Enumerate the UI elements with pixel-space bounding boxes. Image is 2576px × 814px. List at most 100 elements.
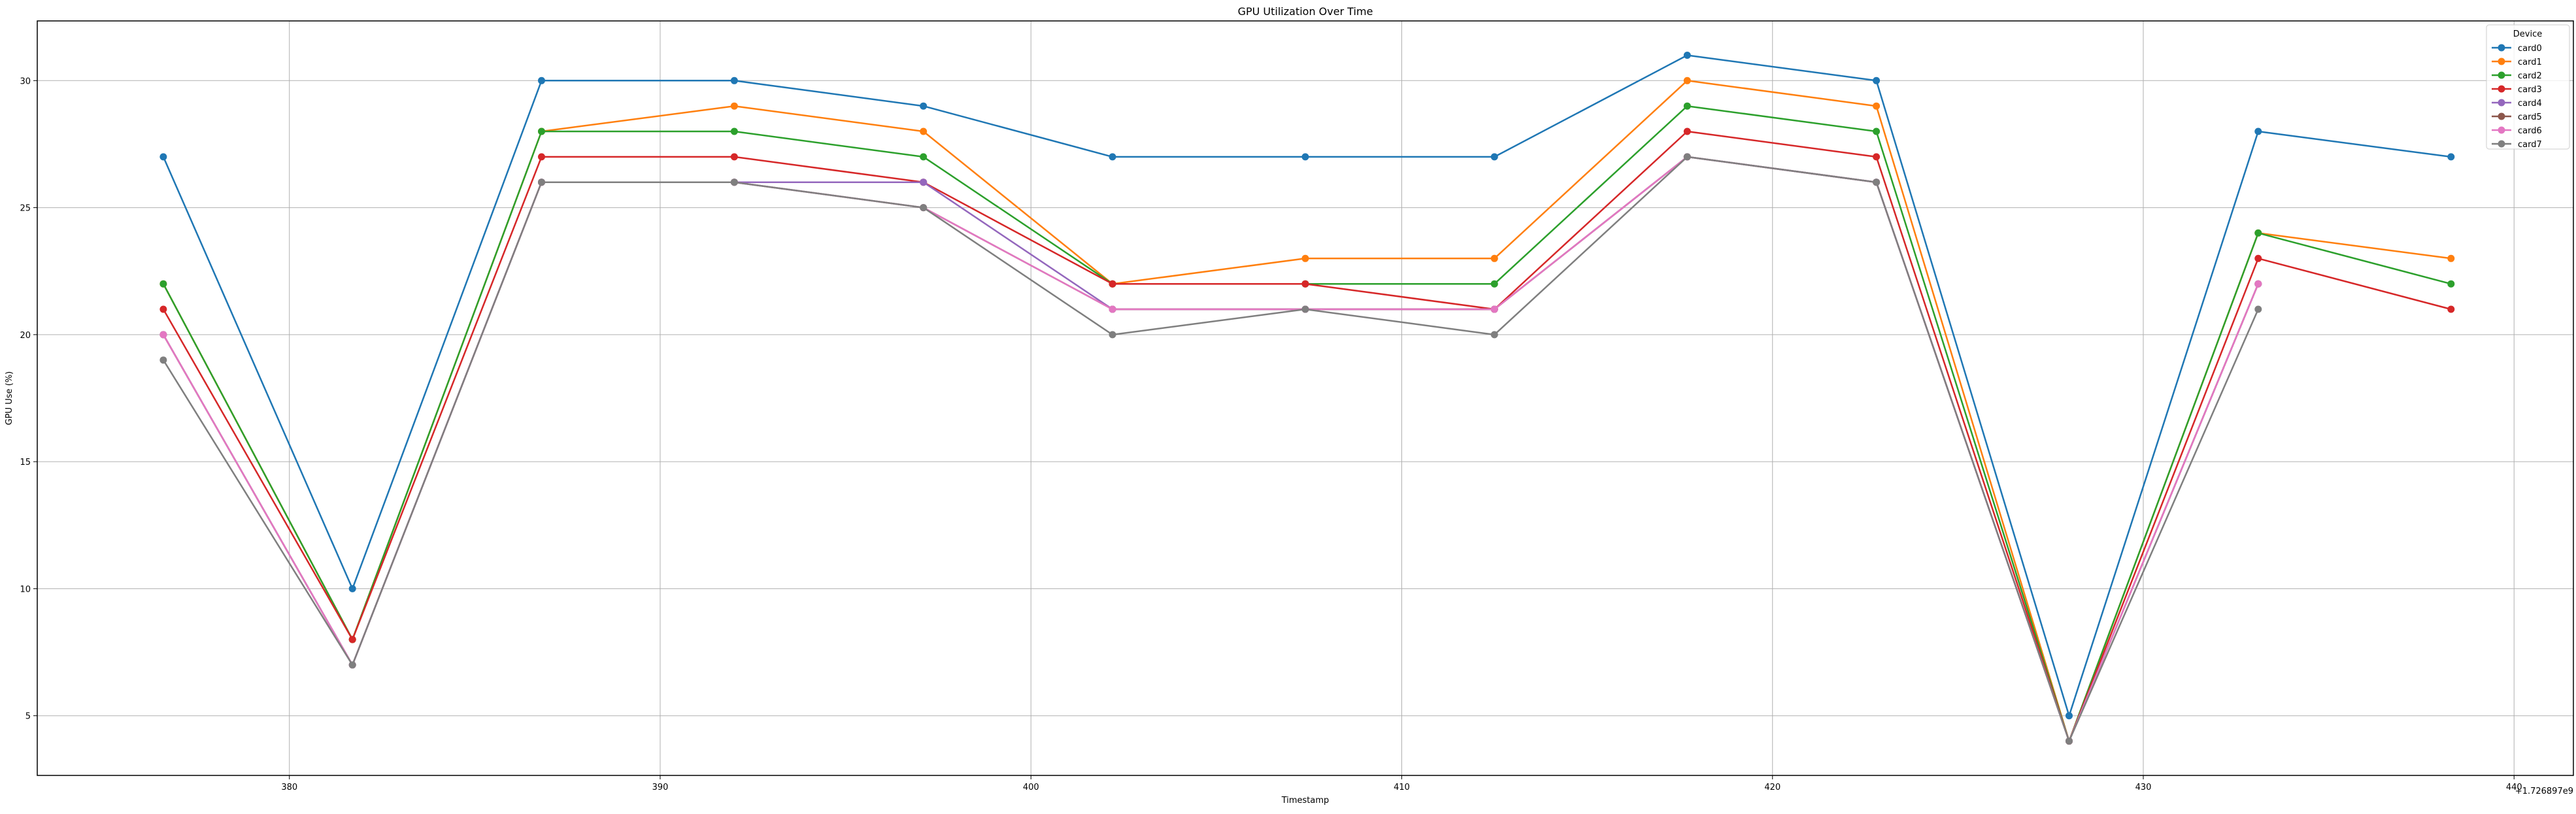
data-point-card6 [159, 331, 167, 339]
data-point-card2 [730, 127, 738, 135]
data-point-card1 [1683, 76, 1691, 84]
data-point-card0 [1490, 153, 1498, 161]
data-point-card4 [920, 178, 928, 186]
y-tick-label: 25 [20, 204, 31, 214]
legend-marker-card6 [2498, 126, 2505, 134]
data-point-card7 [730, 178, 738, 186]
x-tick-label: 390 [652, 783, 669, 792]
data-point-card0 [2447, 153, 2455, 161]
data-point-card0 [348, 585, 356, 592]
legend-items: card0 card1 card2 card3 card4 card5 card6 card7 [2492, 44, 2542, 150]
data-point-card3 [1301, 280, 1309, 288]
data-point-card2 [2447, 280, 2455, 288]
y-axis-label: GPU Use (%) [5, 371, 14, 425]
data-point-card2 [920, 153, 928, 161]
data-point-card0 [2066, 712, 2073, 720]
x-tick-label: 440 [2506, 783, 2522, 792]
y-tick-label: 30 [20, 76, 31, 86]
data-point-card1 [1873, 102, 1881, 110]
legend-label-card4: card4 [2518, 99, 2542, 109]
data-point-card1 [2447, 254, 2455, 262]
data-point-card2 [1490, 280, 1498, 288]
data-point-card2 [538, 127, 545, 135]
data-point-card7 [1490, 331, 1498, 339]
data-point-card1 [920, 127, 928, 135]
data-point-card7 [348, 661, 356, 669]
x-tick-label: 400 [1023, 783, 1039, 792]
data-point-card0 [1301, 153, 1309, 161]
data-point-card0 [1873, 76, 1881, 84]
data-point-card0 [159, 153, 167, 161]
x-offset-label: +1.726897e9 [2515, 787, 2573, 796]
data-point-card2 [159, 280, 167, 288]
legend-frame [2486, 24, 2570, 150]
data-point-card1 [730, 102, 738, 110]
data-point-card7 [1301, 305, 1309, 313]
legend-label-card7: card7 [2518, 140, 2542, 150]
data-point-card7 [2254, 305, 2262, 313]
data-point-card3 [1683, 127, 1691, 135]
data-point-card0 [1683, 52, 1691, 59]
data-point-card2 [2254, 229, 2262, 237]
data-point-card7 [538, 178, 545, 186]
data-point-card2 [1873, 127, 1881, 135]
legend: Device card0card1card2card3card4card5car… [2486, 24, 2570, 150]
series-layer [159, 52, 2455, 745]
data-point-card0 [920, 102, 928, 110]
legend-title: Device [2513, 29, 2542, 39]
data-point-card3 [348, 636, 356, 643]
legend-label-card6: card6 [2518, 126, 2542, 136]
legend-marker-card1 [2498, 58, 2505, 65]
axes-frame [37, 20, 2574, 776]
data-point-card0 [538, 76, 545, 84]
legend-marker-card0 [2498, 44, 2505, 52]
y-tick-label: 15 [20, 458, 31, 467]
data-point-card7 [1873, 178, 1881, 186]
legend-label-card1: card1 [2518, 58, 2542, 67]
legend-label-card5: card5 [2518, 112, 2542, 122]
data-point-card1 [1490, 254, 1498, 262]
data-point-card2 [1683, 102, 1691, 110]
data-point-card7 [159, 356, 167, 364]
series-line-card7 [162, 156, 2259, 742]
legend-marker-card2 [2498, 71, 2505, 79]
legend-label-card2: card2 [2518, 71, 2542, 81]
y-tick-label: 20 [20, 331, 31, 341]
x-axis-label: Timestamp [1281, 796, 1330, 806]
data-point-card0 [1109, 153, 1116, 161]
legend-label-card3: card3 [2518, 85, 2542, 95]
data-point-card6 [1109, 305, 1116, 313]
data-point-card3 [1873, 153, 1881, 161]
legend-marker-card5 [2498, 112, 2505, 120]
x-tick-label: 430 [2135, 783, 2152, 792]
x-tick-label: 420 [1764, 783, 1781, 792]
chart-title: GPU Utilization Over Time [1238, 5, 1373, 18]
data-point-card0 [2254, 127, 2262, 135]
data-point-card0 [730, 76, 738, 84]
data-point-card7 [920, 204, 928, 212]
data-point-card3 [2254, 254, 2262, 262]
data-point-card6 [2254, 280, 2262, 288]
y-tick-label: 5 [25, 712, 31, 722]
x-tick-label: 380 [281, 783, 297, 792]
data-point-card1 [1301, 254, 1309, 262]
tick-layer: 380 390 400 410 420 430 440 5 10 15 20 25 30 [20, 76, 2522, 792]
data-point-card7 [2066, 738, 2073, 745]
data-point-card7 [1683, 153, 1691, 161]
data-point-card3 [2447, 305, 2455, 313]
x-tick-label: 410 [1394, 783, 1410, 792]
data-point-card3 [538, 153, 545, 161]
legend-marker-card4 [2498, 99, 2505, 107]
legend-marker-card7 [2498, 140, 2505, 148]
legend-label-card0: card0 [2518, 44, 2542, 54]
data-point-card3 [730, 153, 738, 161]
data-point-card3 [1109, 280, 1116, 288]
y-tick-label: 10 [20, 585, 31, 594]
legend-marker-card3 [2498, 85, 2505, 93]
data-point-card3 [159, 305, 167, 313]
data-point-card7 [1109, 331, 1116, 339]
data-point-card6 [1490, 305, 1498, 313]
